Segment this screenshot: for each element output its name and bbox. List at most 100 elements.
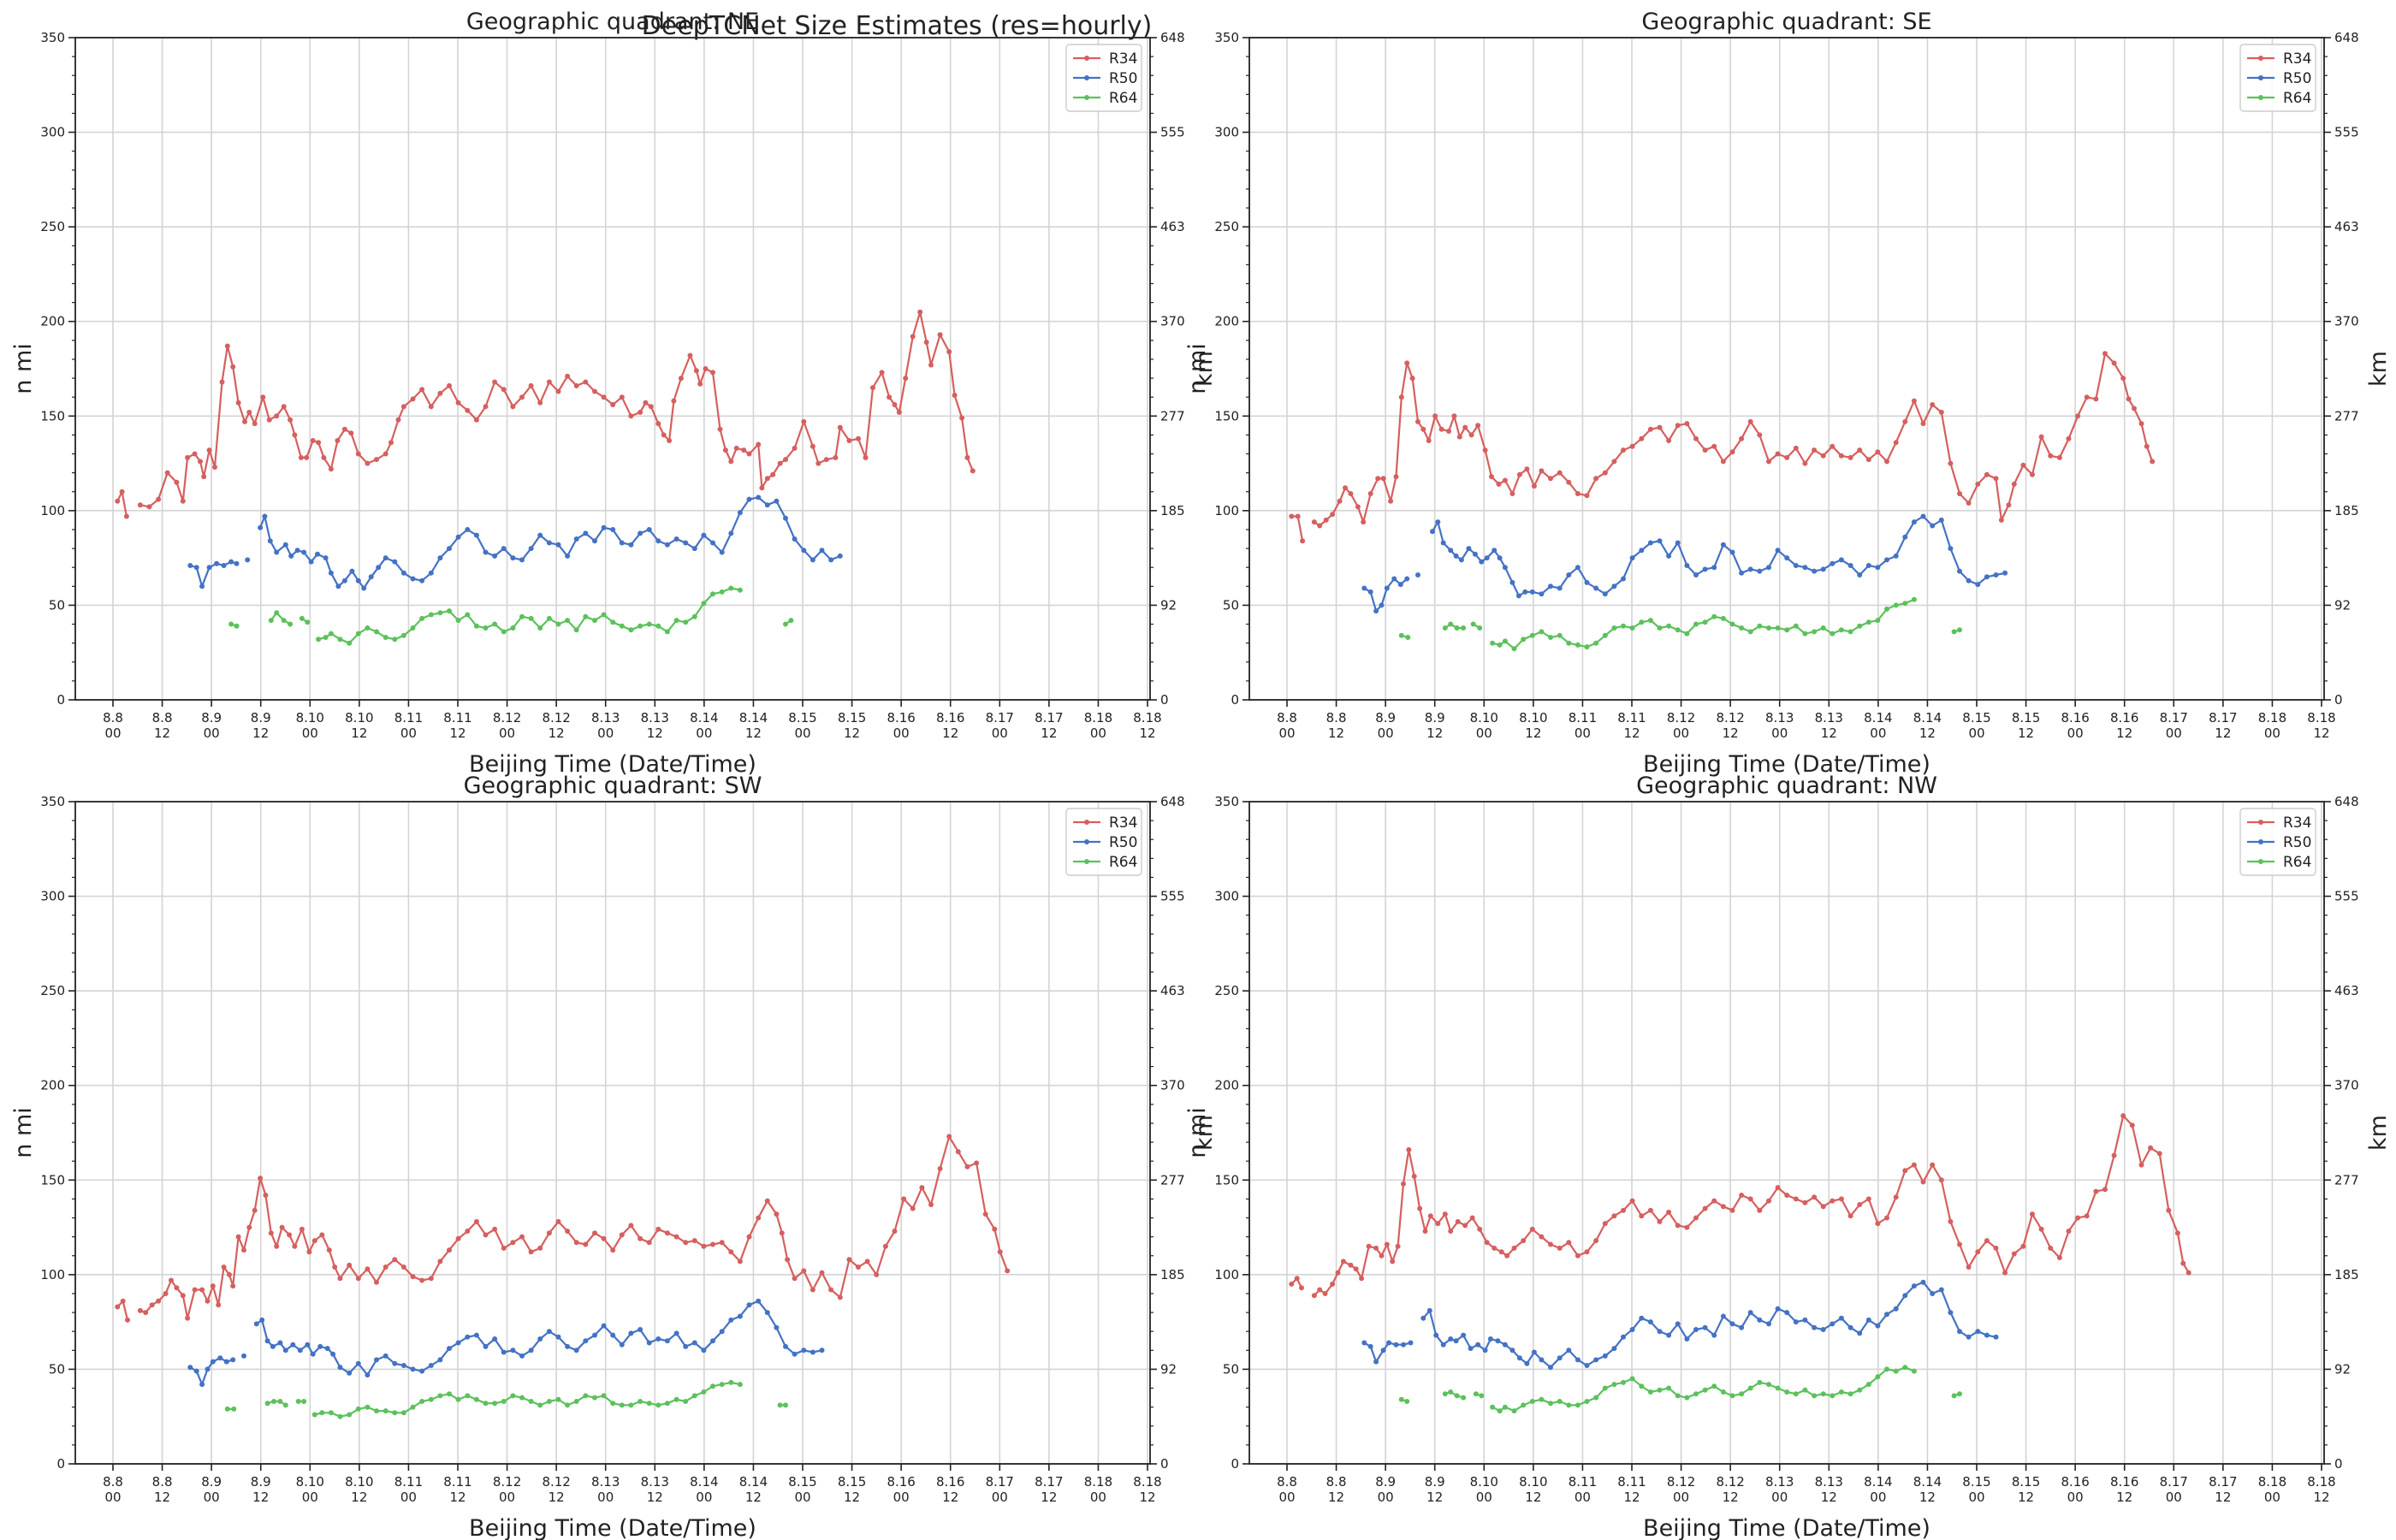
data-point-r34 (928, 1202, 934, 1207)
data-point-r34 (1539, 468, 1545, 474)
x-tick-label-hour: 12 (549, 1490, 565, 1505)
y-tick-label: 200 (40, 1078, 65, 1093)
data-point-r34 (1611, 1213, 1617, 1219)
data-point-r64 (628, 1402, 634, 1408)
grid (1249, 801, 2324, 1465)
series-layer (1289, 351, 2156, 652)
data-point-r64 (1479, 1393, 1485, 1399)
y-tick-label: 100 (1214, 503, 1239, 518)
data-point-r34 (169, 1277, 174, 1283)
data-point-r64 (492, 621, 498, 627)
data-point-r50 (241, 1353, 246, 1359)
x-tick-label-date: 8.11 (443, 1474, 471, 1490)
data-point-r34 (982, 1211, 988, 1217)
legend-box (2239, 808, 2316, 876)
data-point-r34 (1647, 426, 1653, 432)
data-point-r64 (365, 1404, 371, 1410)
data-point-r64 (1684, 631, 1690, 637)
data-point-r50 (1948, 546, 1954, 552)
data-point-r64 (1497, 642, 1503, 648)
data-point-r34 (719, 1240, 725, 1246)
data-point-r34 (937, 332, 943, 338)
data-point-r50 (528, 546, 534, 552)
data-point-r34 (1343, 485, 1348, 491)
data-point-r64 (719, 1382, 725, 1388)
data-point-r64 (664, 1401, 670, 1407)
data-point-r64 (1720, 615, 1726, 621)
data-point-r64 (1442, 1391, 1448, 1397)
x-tick-label-hour: 00 (1575, 1490, 1591, 1505)
data-point-r34 (1857, 1202, 1863, 1207)
data-point-r64 (274, 610, 280, 616)
data-point-r64 (501, 629, 507, 635)
data-point-r50 (1379, 602, 1385, 608)
data-point-r50 (728, 530, 734, 536)
data-point-r34 (335, 438, 341, 443)
data-point-r50 (323, 555, 329, 561)
data-point-r64 (619, 623, 625, 629)
legend: R34 R50 R64 (2239, 44, 2316, 112)
series-line-r34 (116, 490, 128, 517)
data-point-r34 (455, 400, 461, 406)
data-point-r34 (1432, 413, 1438, 419)
data-point-r64 (610, 1401, 616, 1407)
y-right-axis-label: km (1191, 1115, 1218, 1151)
data-point-r50 (1515, 593, 1521, 599)
data-point-r34 (180, 1293, 186, 1299)
data-point-r34 (892, 1229, 898, 1234)
data-point-r50 (374, 1357, 379, 1363)
y-tick-label: 250 (40, 983, 65, 998)
data-point-r64 (483, 625, 489, 631)
x-tick-label-hour: 12 (2116, 726, 2132, 741)
data-point-r34 (2093, 396, 2099, 402)
x-tick-label-date: 8.10 (1470, 710, 1498, 726)
data-point-r34 (1548, 476, 1553, 482)
data-point-r50 (324, 1346, 330, 1352)
data-point-r64 (1539, 629, 1545, 635)
data-point-r50 (274, 549, 280, 555)
x-tick-label-date: 8.17 (2160, 710, 2188, 726)
data-point-r34 (1462, 1223, 1468, 1229)
data-point-r64 (1893, 1368, 1899, 1374)
data-point-r34 (546, 1230, 552, 1236)
data-point-r34 (235, 1234, 241, 1240)
data-point-r50 (1966, 1334, 1972, 1340)
legend-label-r50: R50 (2283, 834, 2311, 851)
data-point-r64 (410, 1404, 416, 1410)
x-tick-label-hour: 12 (1723, 1490, 1739, 1505)
x-tick-label-hour: 00 (1771, 1490, 1788, 1505)
x-tick-label-date: 8.14 (1864, 1474, 1892, 1490)
data-point-r34 (1875, 449, 1881, 455)
data-point-r64 (271, 1399, 276, 1404)
x-tick-label-date: 8.14 (739, 710, 768, 726)
data-point-r34 (328, 466, 334, 472)
data-point-r50 (1509, 579, 1515, 585)
data-point-r64 (1521, 1402, 1527, 1408)
x-tick-label-hour: 12 (942, 1490, 958, 1505)
x-tick-label-hour: 12 (2313, 1490, 2329, 1505)
data-point-r50 (1639, 1315, 1645, 1321)
y-axis-label: n mi (10, 343, 37, 394)
x-tick-label-hour: 00 (794, 1490, 810, 1505)
y-tick-label: 350 (1214, 30, 1239, 45)
y-tick-label: 150 (1214, 1172, 1239, 1188)
data-point-r34 (863, 454, 869, 460)
data-point-r34 (664, 1230, 670, 1236)
data-point-r34 (1984, 471, 1990, 477)
data-point-r34 (856, 1265, 861, 1270)
x-tick-label-hour: 00 (400, 726, 417, 741)
data-point-r34 (792, 445, 798, 451)
data-point-r34 (1766, 459, 1771, 465)
data-point-r34 (341, 426, 347, 432)
data-point-r34 (810, 443, 815, 449)
x-tick-label-hour: 00 (104, 1490, 121, 1505)
data-point-r34 (1406, 1146, 1412, 1152)
data-point-r34 (661, 432, 667, 438)
legend-swatch-marker (1084, 859, 1089, 864)
legend-swatch-marker (1084, 56, 1089, 61)
x-tick-label-date: 8.13 (641, 710, 669, 726)
data-point-r64 (1784, 1389, 1790, 1395)
data-point-r50 (801, 548, 807, 554)
data-point-r34 (746, 1234, 752, 1240)
data-point-r64 (1593, 1395, 1599, 1401)
